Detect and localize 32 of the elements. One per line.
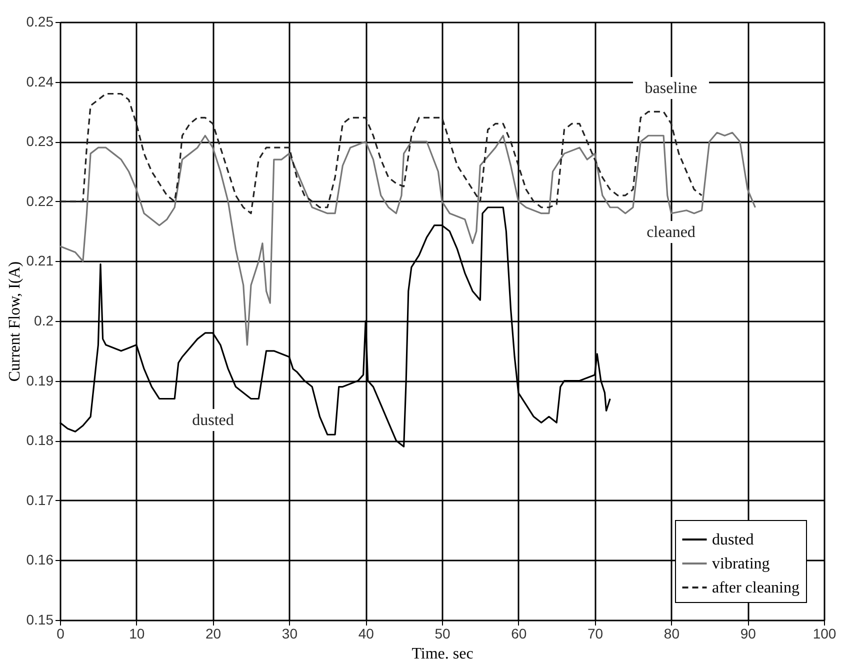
- x-tick-label: 40: [358, 626, 374, 642]
- x-tick-label: 50: [434, 626, 450, 642]
- annotation: cleaned: [646, 224, 696, 241]
- legend-label: dusted: [712, 532, 754, 548]
- y-tick-label: 0.21: [26, 252, 54, 269]
- x-tick-label: 80: [664, 626, 680, 642]
- annotation: dusted: [192, 412, 234, 429]
- x-tick-label: 20: [206, 626, 222, 642]
- y-tick-label: 0.18: [26, 432, 54, 448]
- y-tick-label: 0.16: [26, 552, 54, 568]
- annotation: baseline: [644, 80, 698, 97]
- x-axis-title: Time. sec: [412, 646, 474, 662]
- y-tick-label: 0.24: [26, 73, 54, 90]
- y-tick-label: 0.22: [26, 192, 54, 209]
- y-tick-label: 0.2: [34, 312, 54, 328]
- y-axis-title: Current Flow, I(A): [6, 261, 24, 382]
- y-tick-label: 0.23: [26, 133, 54, 150]
- x-tick-label: 60: [511, 626, 527, 642]
- y-tick-label: 0.19: [26, 372, 54, 388]
- x-tick-label: 70: [588, 626, 604, 642]
- x-tick-label: 90: [740, 626, 756, 642]
- legend-label: vibrating: [712, 556, 770, 572]
- line-series: [59, 132, 756, 346]
- x-tick-label: 100: [812, 626, 836, 642]
- y-tick-label: 0.25: [26, 14, 54, 30]
- x-tick-label: 30: [282, 626, 298, 642]
- y-tick-label: 0.17: [26, 492, 54, 508]
- y-tick-label: 0.15: [26, 612, 54, 628]
- legend-label: after cleaning: [712, 580, 800, 596]
- x-tick-label: 0: [56, 626, 65, 642]
- x-tick-label: 10: [129, 626, 145, 642]
- line-series: [59, 92, 703, 214]
